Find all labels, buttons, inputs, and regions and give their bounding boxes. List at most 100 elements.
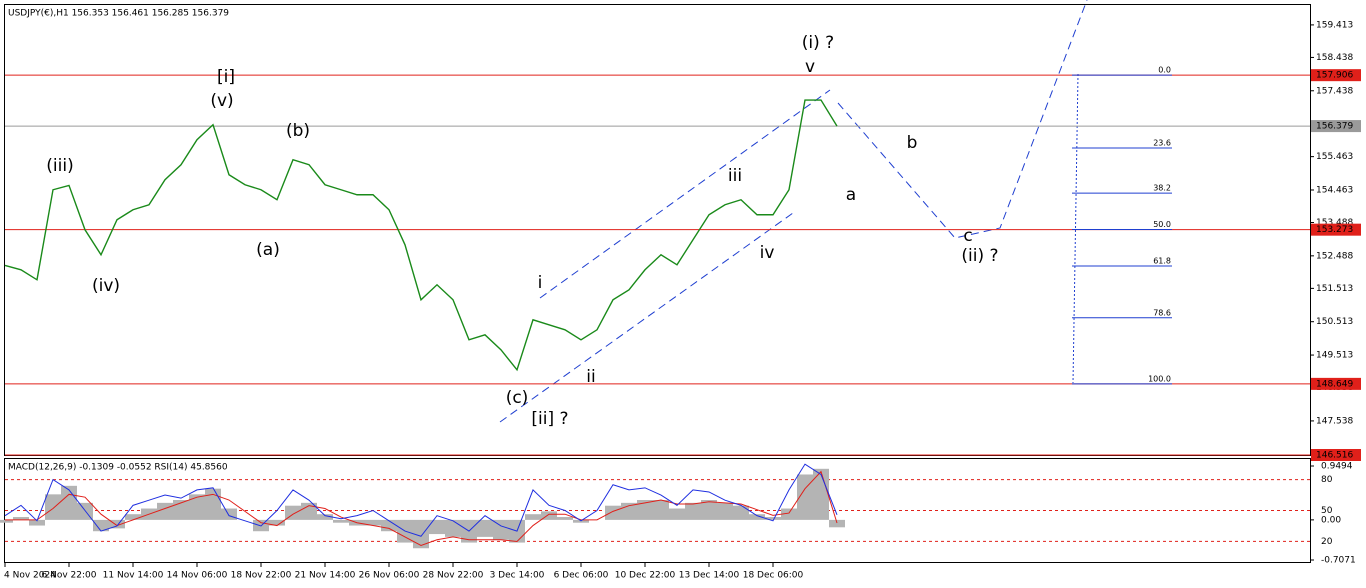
macd-bar — [301, 502, 317, 520]
level-label-box — [1311, 449, 1361, 461]
level-label: 153.273 — [1316, 225, 1353, 235]
macd-bar — [477, 519, 493, 537]
macd-bar — [93, 519, 109, 532]
y-tick-label: 50 — [1321, 506, 1333, 516]
macd-bar — [333, 519, 349, 523]
macd-bar — [733, 505, 749, 520]
level-label-box — [1311, 223, 1361, 236]
macd-bar — [829, 519, 845, 528]
wave-label: (iii) — [46, 156, 73, 176]
y-tick-label: 152.488 — [1316, 251, 1353, 261]
wave-label: i — [538, 273, 543, 293]
x-tick-label: 18 Dec 06:00 — [743, 571, 804, 581]
macd-bar — [61, 485, 77, 520]
macd-bar — [189, 494, 205, 520]
macd-bar — [0, 519, 13, 523]
macd-bar — [13, 517, 29, 520]
wave-label: (a) — [256, 240, 280, 260]
wave-label: (iv) — [92, 276, 120, 296]
macd-bar — [157, 502, 173, 520]
fib-base-line — [1072, 73, 1079, 384]
macd-bar — [669, 508, 685, 520]
macd-bar — [685, 502, 701, 520]
wave-label: (b) — [286, 121, 310, 141]
y-tick-label: 159.413 — [1316, 20, 1353, 30]
fib-label: 0.0 — [1158, 66, 1171, 75]
macd-bar — [813, 468, 829, 520]
wave-label: a — [846, 185, 856, 205]
macd-bar — [205, 488, 221, 520]
indicator-frame — [4, 458, 1311, 563]
macd-bar — [109, 519, 125, 529]
wave-label: (v) — [210, 91, 233, 111]
wave-label: (i) ? — [802, 33, 834, 53]
x-tick-label: 14 Nov 06:00 — [167, 571, 228, 581]
macd-bar — [717, 502, 733, 520]
macd-bar — [493, 519, 509, 540]
y2-tick-label: 0.9494 — [1321, 462, 1353, 472]
x-tick-label: 3 Dec 14:00 — [490, 571, 545, 581]
x-tick-label: 26 Nov 06:00 — [359, 571, 420, 581]
x-tick-label: 10 Dec 22:00 — [615, 571, 676, 581]
wave-label: iii — [728, 166, 742, 186]
wave-label: c — [963, 226, 972, 246]
level-label: 146.516 — [1316, 451, 1353, 461]
macd-bar — [781, 508, 797, 520]
x-tick-label: 13 Dec 14:00 — [679, 571, 740, 581]
y-tick-label: 147.538 — [1316, 416, 1353, 426]
macd-bar — [285, 505, 301, 520]
x-tick-label: 28 Nov 22:00 — [423, 571, 484, 581]
macd-bar — [317, 514, 333, 520]
macd-bar — [605, 505, 621, 520]
fib-label: 23.6 — [1153, 139, 1171, 148]
y-tick-label: 155.463 — [1316, 152, 1353, 162]
x-tick-label: 6 Dec 06:00 — [554, 571, 609, 581]
y-tick-label: 157.438 — [1316, 86, 1353, 96]
macd-bar — [365, 519, 381, 526]
y-tick-label: 154.463 — [1316, 185, 1353, 195]
wave-label: (c) — [506, 388, 529, 408]
level-label-box — [1311, 377, 1361, 390]
macd-bar — [765, 517, 781, 520]
y-tick-label: 150.513 — [1316, 317, 1353, 327]
indicator-title: MACD(12,26,9) -0.1309 -0.0552 RSI(14) 45… — [8, 463, 228, 473]
wave-label: b — [907, 133, 918, 153]
macd-bar — [381, 519, 397, 532]
price-line — [4, 99, 838, 372]
macd-bar — [557, 517, 573, 520]
wave-label: [ii] ? — [531, 409, 568, 429]
wave-label: iv — [760, 243, 775, 263]
level-label: 157.906 — [1316, 71, 1353, 81]
indicator-line — [4, 463, 838, 537]
y-tick-label: 153.488 — [1316, 218, 1353, 228]
macd-bar — [653, 500, 669, 520]
wave-label: ii — [586, 367, 595, 387]
level-label-box — [1311, 120, 1361, 133]
macd-bar — [637, 500, 653, 520]
y-tick-label: 151.513 — [1316, 284, 1353, 294]
wave-label: (ii) ? — [961, 246, 998, 266]
y2-tick-label: 0.00 — [1321, 515, 1341, 525]
fib-label: 50.0 — [1153, 220, 1171, 229]
wave-label: [i] — [217, 67, 235, 87]
x-tick-label: 11 Nov 14:00 — [103, 571, 164, 581]
level-label: 156.379 — [1316, 122, 1353, 132]
y-tick-label: 80 — [1321, 475, 1333, 485]
chart-title: USDJPY(€),H1 156.353 156.461 156.285 156… — [8, 9, 229, 19]
fib-label: 38.2 — [1153, 184, 1171, 193]
macd-bar — [221, 508, 237, 520]
macd-bar — [445, 519, 461, 537]
fib-label: 61.8 — [1153, 256, 1171, 265]
level-label-box — [1311, 69, 1361, 82]
macd-bar — [125, 514, 141, 520]
macd-bar — [701, 500, 717, 520]
wave-projection — [499, 0, 1088, 423]
x-tick-label: 18 Nov 22:00 — [231, 571, 292, 581]
macd-bar — [525, 514, 541, 520]
y2-tick-label: -0.7071 — [1321, 556, 1356, 566]
macd-bar — [413, 519, 429, 549]
macd-bar — [269, 519, 285, 526]
macd-bar — [29, 519, 45, 526]
macd-bar — [173, 500, 189, 520]
